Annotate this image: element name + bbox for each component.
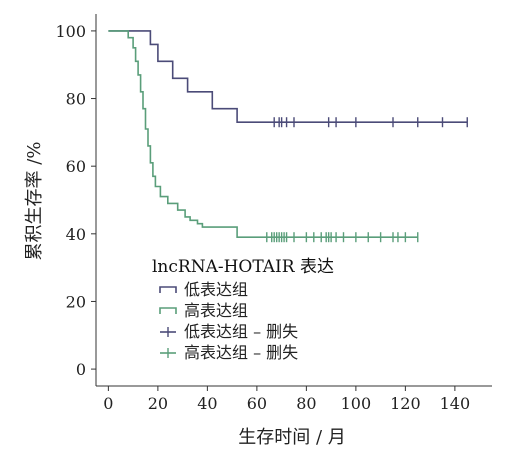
- series-high: [108, 30, 419, 243]
- y-tick-label: 40: [66, 225, 86, 244]
- legend-title: lncRNA-HOTAIR 表达: [152, 257, 334, 277]
- x-tick-label: 120: [390, 394, 421, 413]
- series-layer: [108, 30, 468, 243]
- y-tick-label: 60: [66, 157, 86, 176]
- y-tick-label: 80: [66, 90, 86, 109]
- legend-swatch: [159, 286, 177, 293]
- y-tick-label: 0: [76, 360, 86, 379]
- x-tick-label: 20: [148, 394, 168, 413]
- legend-label: 低表达组: [184, 280, 248, 299]
- x-tick-label: 60: [247, 394, 267, 413]
- legend-high-censored: 高表达组 – 删失: [160, 343, 298, 362]
- x-ticks: 0 20 40 60 80 100 120 140: [103, 386, 470, 413]
- y-tick-label: 20: [66, 292, 86, 311]
- x-tick-label: 40: [197, 394, 217, 413]
- x-axis-title: 生存时间 / 月: [238, 427, 346, 448]
- legend-label: 高表达组: [184, 301, 248, 320]
- legend-label: 低表达组 – 删失: [184, 322, 298, 341]
- legend-low-censored: 低表达组 – 删失: [160, 322, 298, 341]
- y-ticks: 0 20 40 60 80 100: [55, 22, 96, 379]
- legend-low: 低表达组: [159, 280, 248, 299]
- x-tick-label: 80: [296, 394, 316, 413]
- axes: [95, 14, 492, 387]
- legend-label: 高表达组 – 删失: [184, 343, 298, 362]
- legend-high: 高表达组: [159, 301, 248, 320]
- y-axis-title: 累积生存率 /%: [24, 142, 45, 261]
- y-tick-label: 100: [55, 22, 86, 41]
- x-tick-label: 0: [103, 394, 113, 413]
- survival-curve-low: [108, 30, 468, 123]
- legend-swatch: [159, 307, 177, 314]
- series-low: [108, 30, 468, 128]
- x-tick-label: 140: [440, 394, 471, 413]
- survival-curve-high: [108, 30, 418, 238]
- x-tick-label: 100: [341, 394, 372, 413]
